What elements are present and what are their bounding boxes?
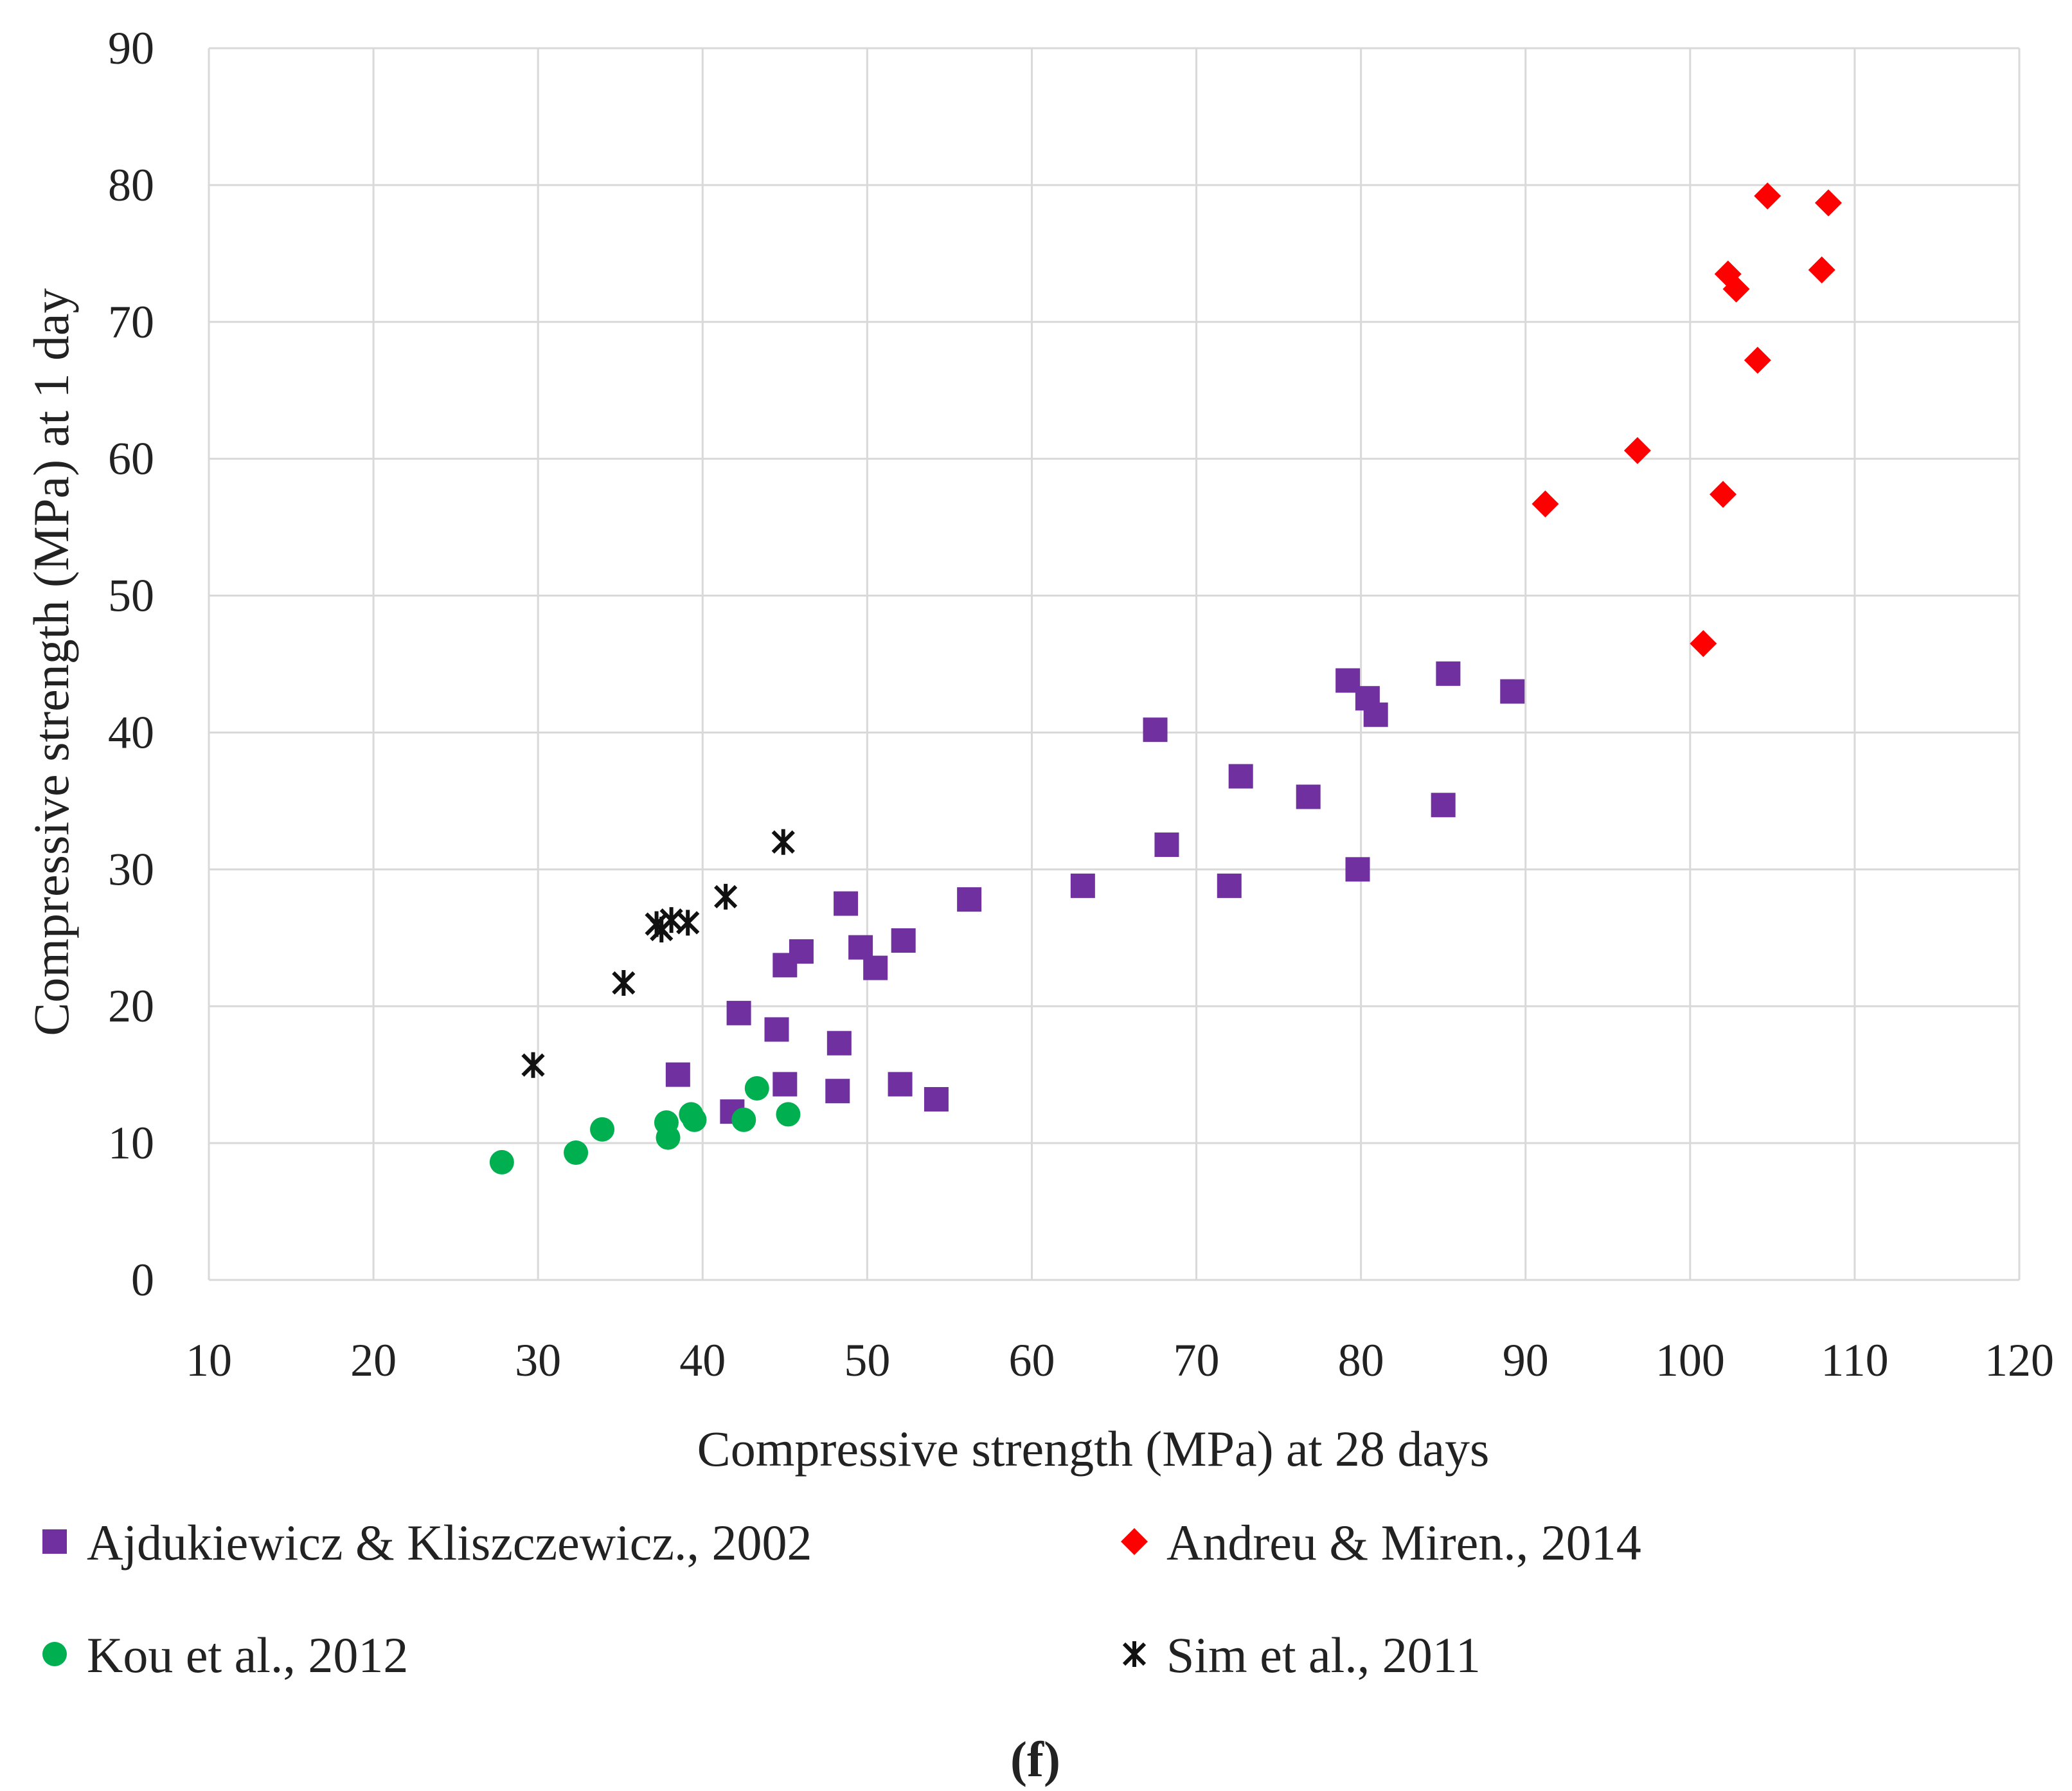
data-point [1710,481,1737,509]
legend-item: Andreu & Miren., 2014 [1121,1515,1641,1571]
data-point [1070,873,1095,898]
data-point [891,928,916,953]
data-point [1436,661,1461,686]
legend-marker [42,1529,67,1554]
x-axis-ticks: 10 20 30 40 50 60 70 80 90 100 110 120 [186,1335,2054,1386]
y-tick-label: 30 [108,843,154,895]
data-point [825,1079,850,1104]
legend-item: Kou et al., 2012 [42,1627,408,1683]
data-point [590,1117,615,1142]
data-point [726,1000,751,1025]
x-tick-label: 70 [1174,1335,1220,1386]
y-tick-label: 70 [108,296,154,348]
y-tick-label: 60 [108,433,154,485]
legend-label: Sim et al., 2011 [1166,1627,1481,1683]
data-points [489,182,1842,1174]
data-point [521,1052,545,1078]
legend-marker [42,1642,67,1666]
data-point [771,829,795,855]
data-point [1143,717,1168,742]
data-point [1296,784,1321,809]
x-tick-label: 30 [515,1335,561,1386]
data-point [1217,873,1242,898]
legend-marker [1122,1641,1147,1667]
data-point [731,1107,756,1132]
y-tick-label: 80 [108,159,154,211]
legend-label: Andreu & Miren., 2014 [1166,1515,1641,1571]
data-point [924,1086,949,1112]
legend-marker [1121,1528,1148,1555]
legend-label: Kou et al., 2012 [87,1627,408,1683]
data-point [1754,182,1782,210]
legend-item: Sim et al., 2011 [1122,1627,1481,1683]
data-point [1500,679,1525,704]
data-point [682,1107,707,1132]
data-point [1431,793,1456,818]
data-point [489,1149,514,1174]
data-point [676,910,700,936]
data-point [863,955,888,980]
x-tick-label: 90 [1503,1335,1549,1386]
data-point [1154,833,1179,858]
data-point [764,1017,789,1042]
data-point [773,1072,798,1097]
data-point [888,1072,913,1097]
x-tick-label: 100 [1656,1335,1725,1386]
y-tick-label: 90 [108,22,154,74]
data-point [564,1140,589,1166]
x-axis-title: Compressive strength (MPa) at 28 days [697,1421,1490,1477]
data-point [789,939,814,964]
x-tick-label: 10 [186,1335,232,1386]
legend-item: Ajdukiewicz & Kliszczewicz., 2002 [42,1515,812,1571]
y-tick-label: 40 [108,706,154,758]
x-tick-label: 20 [350,1335,397,1386]
data-point [1363,702,1388,727]
data-point [714,883,738,910]
y-axis-ticks: 0 10 20 30 40 50 60 70 80 90 [108,22,154,1306]
data-point [1722,275,1750,303]
data-point [744,1076,769,1101]
data-point [776,1102,801,1127]
y-tick-label: 0 [131,1254,154,1306]
data-point [848,935,873,960]
grid-layer [208,47,2021,1281]
y-axis-title: Compressive strength (MPa) at 1 day [23,288,79,1036]
data-point [834,891,859,916]
data-point [1808,256,1835,284]
x-tick-label: 40 [679,1335,726,1386]
data-point [656,1125,681,1150]
x-tick-label: 110 [1821,1335,1888,1386]
data-point [826,1030,852,1056]
data-point [612,970,636,996]
data-point [1532,490,1559,518]
legend-label: Ajdukiewicz & Kliszczewicz., 2002 [87,1515,812,1571]
data-point [1623,437,1651,464]
data-point [1690,630,1717,658]
figure-caption: (f) [1010,1731,1060,1787]
x-tick-label: 50 [844,1335,890,1386]
legend: Ajdukiewicz & Kliszczewicz., 2002 Andreu … [42,1515,1641,1683]
x-tick-label: 120 [1985,1335,2054,1386]
y-tick-label: 10 [108,1117,154,1169]
y-tick-label: 20 [108,980,154,1032]
data-point [659,907,683,933]
y-tick-label: 50 [108,570,154,622]
data-point [957,887,982,912]
data-point [1228,764,1253,789]
x-tick-label: 80 [1338,1335,1384,1386]
data-point [1345,857,1370,882]
data-point [1744,346,1771,374]
data-point [665,1062,690,1087]
data-point [1814,189,1842,217]
x-tick-label: 60 [1008,1335,1055,1386]
